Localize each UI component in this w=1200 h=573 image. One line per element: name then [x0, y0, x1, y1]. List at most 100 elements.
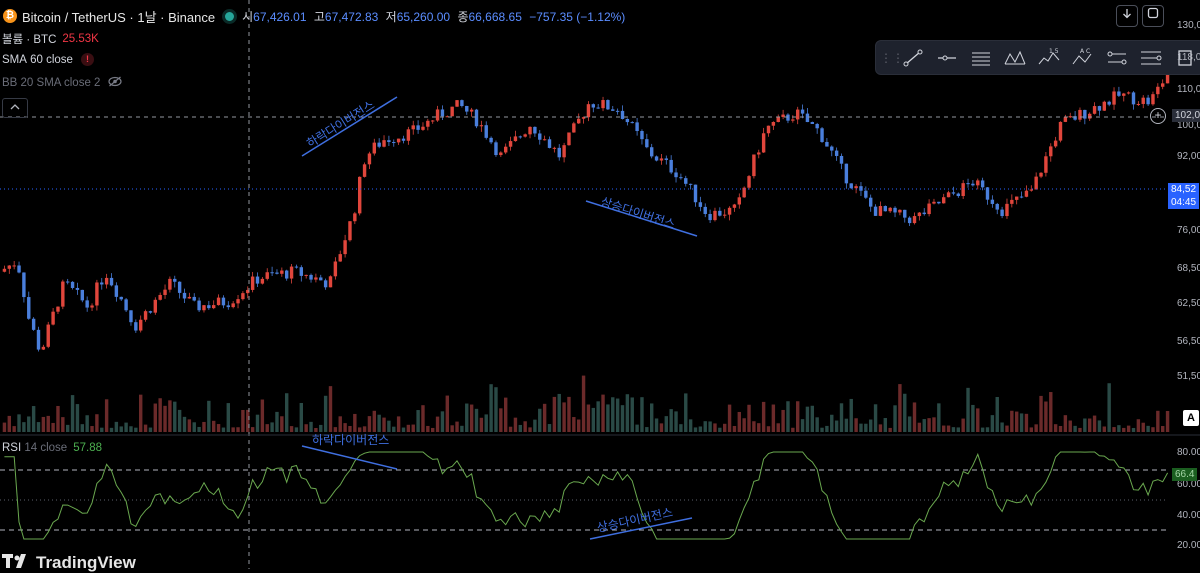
bullish-divergence-rsi-line[interactable] — [589, 517, 693, 540]
collapse-legend-button[interactable] — [2, 98, 28, 118]
xabcd-pattern-tool[interactable] — [1000, 44, 1030, 72]
volume-bar — [7, 415, 12, 432]
volume-bar — [80, 424, 85, 432]
volume-bar — [197, 426, 201, 432]
candle — [669, 155, 673, 175]
candle — [143, 309, 148, 322]
volume-bar — [70, 395, 75, 432]
volume-bar — [533, 419, 537, 432]
volume-legend[interactable]: 볼륨 · BTC 25.53K — [2, 31, 99, 47]
candle — [776, 114, 780, 123]
volume-bar — [576, 419, 581, 432]
volume-bar — [304, 424, 308, 432]
candle — [727, 206, 732, 221]
candle — [635, 118, 639, 136]
volume-bar — [747, 404, 751, 432]
volume-bar — [557, 393, 561, 432]
fib-retracement-tool[interactable] — [1136, 44, 1166, 72]
candle — [552, 146, 557, 153]
bearish-divergence-rsi-line[interactable] — [301, 445, 398, 470]
volume-bar — [611, 397, 615, 432]
volume-bar — [1156, 410, 1160, 432]
volume-bar — [426, 425, 430, 432]
volume-bar — [766, 426, 771, 432]
symbol-title[interactable]: Bitcoin / TetherUS · 1날 · Binance — [22, 9, 216, 25]
market-open-icon — [225, 11, 235, 21]
volume-bar — [328, 386, 333, 432]
rectangle-tool[interactable] — [1170, 44, 1200, 72]
volume-label: 볼륨 · BTC — [2, 34, 57, 46]
candle — [513, 130, 518, 142]
volume-bar — [265, 424, 269, 432]
candle — [284, 269, 289, 281]
volume-bar — [757, 423, 761, 432]
volume-bar — [489, 384, 493, 432]
candle — [1126, 91, 1131, 95]
volume-bar — [990, 415, 995, 432]
add-alert-plus-icon[interactable]: + — [1150, 108, 1166, 124]
volume-bar — [163, 405, 167, 432]
elliott-wave-icon: 1 5 — [1038, 48, 1060, 64]
volume-bar — [980, 427, 985, 432]
download-button[interactable] — [1116, 5, 1138, 27]
elliott-wave-tool[interactable]: 1 5 — [1034, 44, 1064, 72]
bullish-divergence-price-line[interactable] — [585, 200, 698, 237]
volume-bar — [912, 402, 917, 432]
volume-bar — [888, 427, 892, 432]
volume-bar — [1122, 427, 1126, 432]
pitchfork-tool[interactable] — [1102, 44, 1132, 72]
candle — [693, 184, 698, 207]
rectangle-icon — [1178, 49, 1192, 66]
candle — [645, 133, 649, 149]
rsi-legend[interactable]: RSI 14 close 57.88 — [2, 442, 102, 454]
candle — [771, 121, 776, 130]
candle — [1073, 110, 1077, 121]
candle — [7, 265, 12, 274]
warning-icon[interactable]: ! — [80, 53, 94, 66]
hidden-eye-icon[interactable] — [108, 76, 123, 90]
candle — [396, 138, 401, 145]
horizontal-ray-tool[interactable] — [932, 44, 962, 72]
abcd-pattern-tool[interactable]: A C — [1068, 44, 1098, 72]
bullish-divergence-label: 상승다이버전스 — [599, 195, 677, 232]
volume-bar — [1034, 424, 1038, 432]
volume-bar — [1083, 418, 1087, 432]
candle — [718, 207, 722, 217]
candle — [357, 176, 362, 216]
trend-line-tool[interactable] — [898, 44, 928, 72]
volume-bar — [1087, 418, 1092, 432]
candle — [450, 106, 454, 117]
bb-legend[interactable]: BB 20 SMA close 2 — [2, 76, 123, 90]
candle — [90, 303, 94, 311]
candle — [275, 269, 279, 275]
candle — [469, 107, 474, 117]
drag-handle-icon[interactable]: ⋮⋮ — [880, 50, 904, 65]
candle — [1049, 143, 1053, 162]
volume-bar — [786, 401, 790, 432]
candle — [134, 319, 138, 333]
bearish-divergence-price-line[interactable] — [301, 96, 398, 157]
volume-bar — [932, 417, 936, 432]
candle — [868, 194, 873, 212]
svg-text:A C: A C — [1080, 48, 1090, 55]
parallel-channel-tool[interactable] — [966, 44, 996, 72]
volume-bar — [1160, 426, 1165, 432]
bitcoin-icon: ₿ — [3, 9, 17, 23]
volume-bar — [615, 398, 620, 432]
auto-scale-button[interactable]: A — [1183, 410, 1199, 426]
arrow-down-icon — [1123, 9, 1131, 19]
volume-bar — [284, 393, 289, 432]
tradingview-logo[interactable]: TradingView — [2, 553, 136, 573]
candle — [815, 122, 819, 134]
candle — [211, 300, 216, 310]
sma-legend[interactable]: SMA 60 close ! — [2, 53, 94, 66]
volume-bar — [538, 408, 542, 432]
candle — [187, 292, 192, 299]
fullscreen-button[interactable] — [1142, 5, 1164, 27]
volume-bar — [1063, 415, 1068, 432]
candle — [649, 143, 654, 159]
volume-bar — [100, 427, 104, 432]
volume-bar — [333, 427, 338, 432]
volume-bar — [669, 409, 673, 432]
